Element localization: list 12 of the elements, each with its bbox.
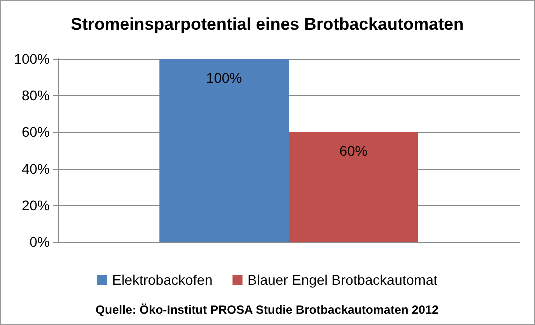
y-tick-label: 100%	[14, 51, 50, 67]
y-tick-label: 20%	[22, 197, 50, 214]
data-label: 100%	[206, 70, 242, 86]
data-label: 60%	[340, 143, 368, 160]
chart-title: Stromeinsparpotential eines Brotbackautomaten	[71, 15, 464, 34]
y-tick-label: 40%	[22, 160, 50, 177]
legend-label: Blauer Engel Brotbackautomat	[248, 272, 438, 288]
y-tick-label: 60%	[22, 124, 50, 140]
source-note: Quelle: Öko-Institut PROSA Studie Brotbackautomaten 2012	[96, 303, 440, 317]
y-tick-label: 80%	[22, 88, 50, 104]
legend-label: Elektrobackofen	[112, 272, 213, 288]
y-tick-label: 0%	[30, 234, 50, 250]
